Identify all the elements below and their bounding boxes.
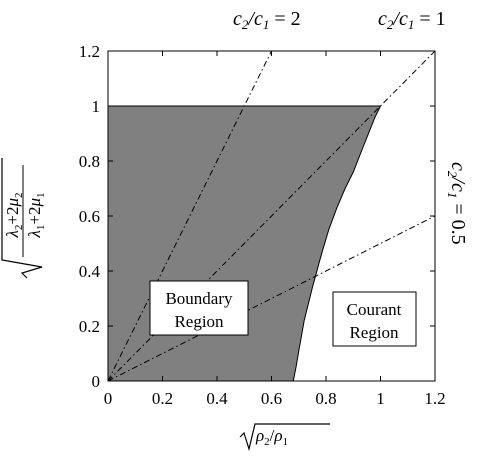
x-tick-label: 0 bbox=[104, 389, 113, 408]
courant-region-label-line-1: Courant bbox=[347, 300, 402, 319]
y-axis-label: λ2+2μ2 λ1+2μ1 bbox=[1, 158, 47, 279]
boundary-region-label-line-1: Boundary bbox=[165, 289, 233, 308]
svg-text:λ1+2μ1: λ1+2μ1 bbox=[25, 192, 47, 238]
svg-text:c2/c1 = 0.5: c2/c1 = 0.5 bbox=[445, 162, 469, 245]
y-tick-label: 1.2 bbox=[79, 42, 100, 61]
svg-text:c2/c1 = 2: c2/c1 = 2 bbox=[233, 8, 301, 32]
boundary-region-label: Boundary Region bbox=[149, 280, 249, 336]
boundary-region-label-line-2: Region bbox=[174, 312, 224, 331]
ratio-0.5-label: c2/c1 = 0.5 bbox=[445, 162, 469, 245]
x-tick-label: 0.6 bbox=[261, 389, 282, 408]
courant-region-label: Courant Region bbox=[332, 291, 417, 347]
ratio-1-label: c2/c1 = 1 bbox=[378, 8, 446, 32]
y-tick-label: 0.4 bbox=[79, 262, 101, 281]
x-tick-label: 1.2 bbox=[424, 389, 445, 408]
x-tick-label: 0.4 bbox=[206, 389, 228, 408]
x-axis-label: ρ2/ρ1 bbox=[239, 423, 330, 452]
x-tick-label: 0.8 bbox=[315, 389, 336, 408]
x-tick-label: 1 bbox=[376, 389, 385, 408]
svg-text:λ2+2μ2: λ2+2μ2 bbox=[3, 192, 25, 238]
axis-ticks: 0 0.2 0.4 0.6 0.8 1 1.2 0 0.2 0.4 0.6 0.8 1 1.2 bbox=[79, 42, 446, 408]
ratio-2-line bbox=[108, 51, 272, 381]
ratio-2-label: c2/c1 = 2 bbox=[233, 8, 301, 32]
y-tick-label: 0.8 bbox=[79, 152, 100, 171]
x-tick-label: 0.2 bbox=[152, 389, 173, 408]
y-tick-label: 1 bbox=[92, 97, 101, 116]
courant-region-label-line-2: Region bbox=[349, 323, 399, 342]
svg-text:ρ2/ρ1: ρ2/ρ1 bbox=[255, 426, 288, 448]
y-tick-label: 0 bbox=[92, 372, 101, 391]
y-tick-label: 0.6 bbox=[79, 207, 100, 226]
y-tick-label: 0.2 bbox=[79, 317, 100, 336]
svg-text:c2/c1 = 1: c2/c1 = 1 bbox=[378, 8, 446, 32]
